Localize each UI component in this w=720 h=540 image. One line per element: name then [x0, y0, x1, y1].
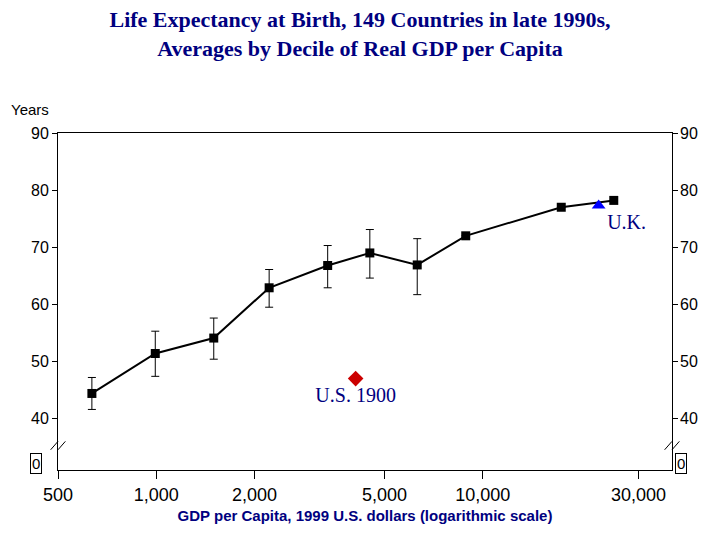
svg-text:Years: Years [11, 101, 49, 118]
svg-text:2,000: 2,000 [232, 485, 277, 505]
svg-text:40: 40 [31, 410, 49, 427]
svg-text:50: 50 [680, 353, 698, 370]
svg-text:U.K.: U.K. [607, 211, 646, 233]
svg-text:90: 90 [31, 125, 49, 142]
svg-text:1,000: 1,000 [134, 485, 179, 505]
svg-text:500: 500 [43, 485, 73, 505]
svg-text:80: 80 [680, 182, 698, 199]
svg-text:0: 0 [32, 455, 40, 472]
svg-text:30,000: 30,000 [611, 485, 666, 505]
svg-text:40: 40 [680, 410, 698, 427]
svg-text:60: 60 [31, 296, 49, 313]
svg-text:80: 80 [31, 182, 49, 199]
svg-text:5,000: 5,000 [362, 485, 407, 505]
svg-text:0: 0 [677, 455, 685, 472]
svg-text:90: 90 [680, 125, 698, 142]
svg-text:Life Expectancy at Birth, 149: Life Expectancy at Birth, 149 Countries … [109, 7, 610, 61]
svg-text:10,000: 10,000 [455, 485, 510, 505]
svg-text:GDP per Capita, 1999 U.S. doll: GDP per Capita, 1999 U.S. dollars (logar… [178, 507, 553, 524]
svg-text:70: 70 [680, 239, 698, 256]
svg-text:60: 60 [680, 296, 698, 313]
svg-text:70: 70 [31, 239, 49, 256]
svg-text:50: 50 [31, 353, 49, 370]
svg-text:U.S. 1900: U.S. 1900 [315, 384, 396, 406]
